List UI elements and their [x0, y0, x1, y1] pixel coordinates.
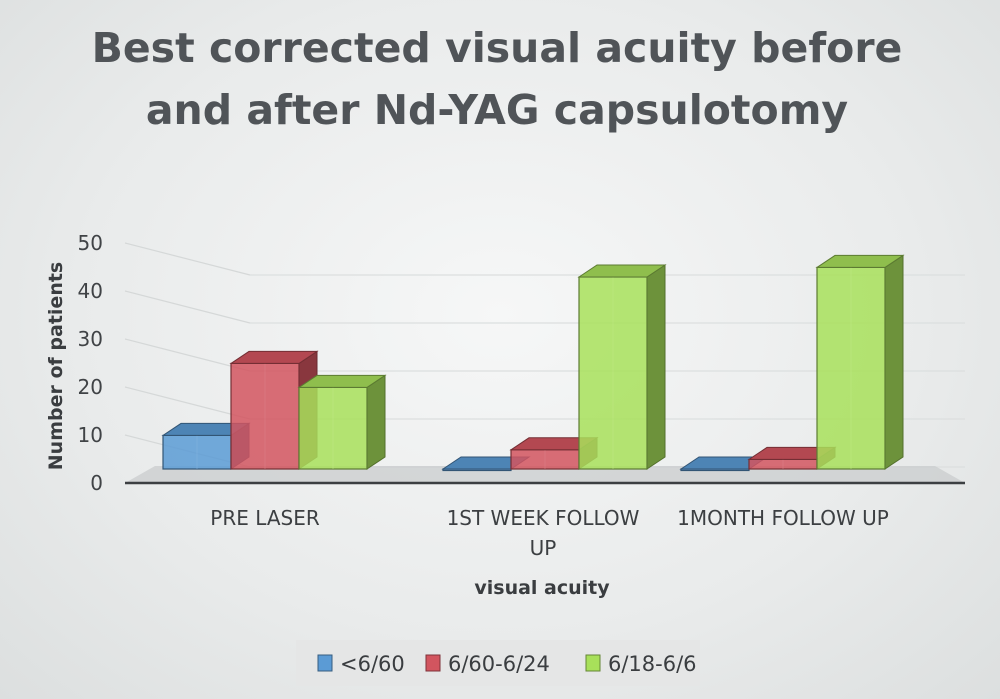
bar-top	[815, 254, 905, 268]
y-tick-label: 30	[78, 327, 103, 351]
legend-swatch	[317, 654, 333, 672]
y-tick-label: 0	[90, 471, 103, 495]
x-category-label: 1ST WEEK FOLLOW	[447, 506, 640, 530]
bar-side	[646, 264, 666, 470]
legend-item: <6/60	[317, 652, 405, 676]
y-axis-title: Number of patients	[45, 262, 67, 470]
bar-series	[161, 254, 905, 472]
x-axis-title: visual acuity	[474, 577, 610, 599]
chart-title-line-1: Best corrected visual acuity before	[92, 24, 903, 72]
x-axis-categories: PRE LASER 1ST WEEK FOLLOW UP 1MONTH FOLLOW …	[210, 506, 889, 560]
bar-top	[577, 264, 667, 278]
legend-swatch	[585, 654, 601, 672]
legend-item: 6/18-6/6	[585, 652, 697, 676]
chart-title: Best corrected visual acuity before and …	[92, 24, 903, 134]
y-tick-label: 10	[78, 423, 103, 447]
bar	[577, 264, 667, 470]
x-category-label: 1MONTH FOLLOW UP	[677, 506, 889, 530]
bar	[297, 374, 387, 470]
gridline-slant	[124, 290, 251, 324]
legend-label: <6/60	[340, 652, 405, 676]
y-axis-ticks: 0 10 20 30 40 50	[78, 231, 103, 495]
y-tick-label: 40	[78, 279, 103, 303]
chart-title-line-2: and after Nd-YAG capsulotomy	[146, 86, 848, 134]
gridline-slant	[124, 242, 251, 276]
bar-top	[229, 350, 319, 364]
gridline-slant	[124, 386, 251, 420]
y-tick-label: 20	[78, 375, 103, 399]
bar-side	[884, 254, 904, 470]
gridline-slant	[124, 338, 251, 372]
bar	[815, 254, 905, 470]
legend: <6/60 6/60-6/24 6/18-6/6	[296, 640, 700, 686]
x-category-label: PRE LASER	[210, 506, 320, 530]
legend-label: 6/60-6/24	[448, 652, 550, 676]
chart-floor	[125, 466, 965, 485]
x-category-label: UP	[530, 536, 557, 560]
bar-top	[297, 374, 387, 388]
legend-label: 6/18-6/6	[608, 652, 697, 676]
legend-box	[296, 640, 700, 686]
bar-side	[366, 374, 386, 470]
floor-plane	[125, 466, 965, 483]
legend-swatch	[425, 654, 441, 672]
legend-item: 6/60-6/24	[425, 652, 550, 676]
y-tick-label: 50	[78, 231, 103, 255]
